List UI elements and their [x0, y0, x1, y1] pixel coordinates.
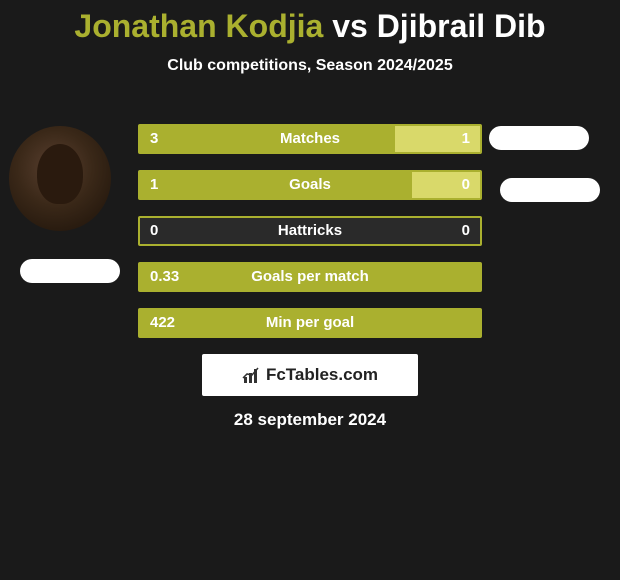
stat-row-hattricks: 0 Hattricks 0: [138, 216, 482, 246]
fctables-logo[interactable]: FcTables.com: [202, 354, 418, 396]
stat-label: Matches: [140, 126, 480, 152]
comparison-title: Jonathan Kodjia vs Djibrail Dib: [0, 0, 620, 45]
stat-label: Goals per match: [140, 264, 480, 290]
stats-bars: 3 Matches 1 1 Goals 0 0 Hattricks 0 0.33…: [138, 124, 482, 354]
player1-name-pill: [20, 259, 120, 283]
stat-row-min-per-goal: 422 Min per goal: [138, 308, 482, 338]
player2-name-pill-2: [500, 178, 600, 202]
chart-icon: [242, 367, 262, 383]
stat-label: Hattricks: [140, 218, 480, 244]
player2-name: Djibrail Dib: [377, 8, 546, 44]
player1-name: Jonathan Kodjia: [74, 8, 323, 44]
subtitle: Club competitions, Season 2024/2025: [0, 57, 620, 75]
stat-right-value: 1: [462, 126, 470, 152]
stat-row-matches: 3 Matches 1: [138, 124, 482, 154]
stat-right-value: 0: [462, 172, 470, 198]
stat-row-goals-per-match: 0.33 Goals per match: [138, 262, 482, 292]
stat-label: Goals: [140, 172, 480, 198]
date-text: 28 september 2024: [0, 410, 620, 430]
stat-label: Min per goal: [140, 310, 480, 336]
player1-avatar: [9, 126, 111, 231]
player2-name-pill-1: [489, 126, 589, 150]
logo-text: FcTables.com: [266, 365, 378, 385]
stat-right-value: 0: [462, 218, 470, 244]
stat-row-goals: 1 Goals 0: [138, 170, 482, 200]
vs-text: vs: [332, 8, 368, 44]
